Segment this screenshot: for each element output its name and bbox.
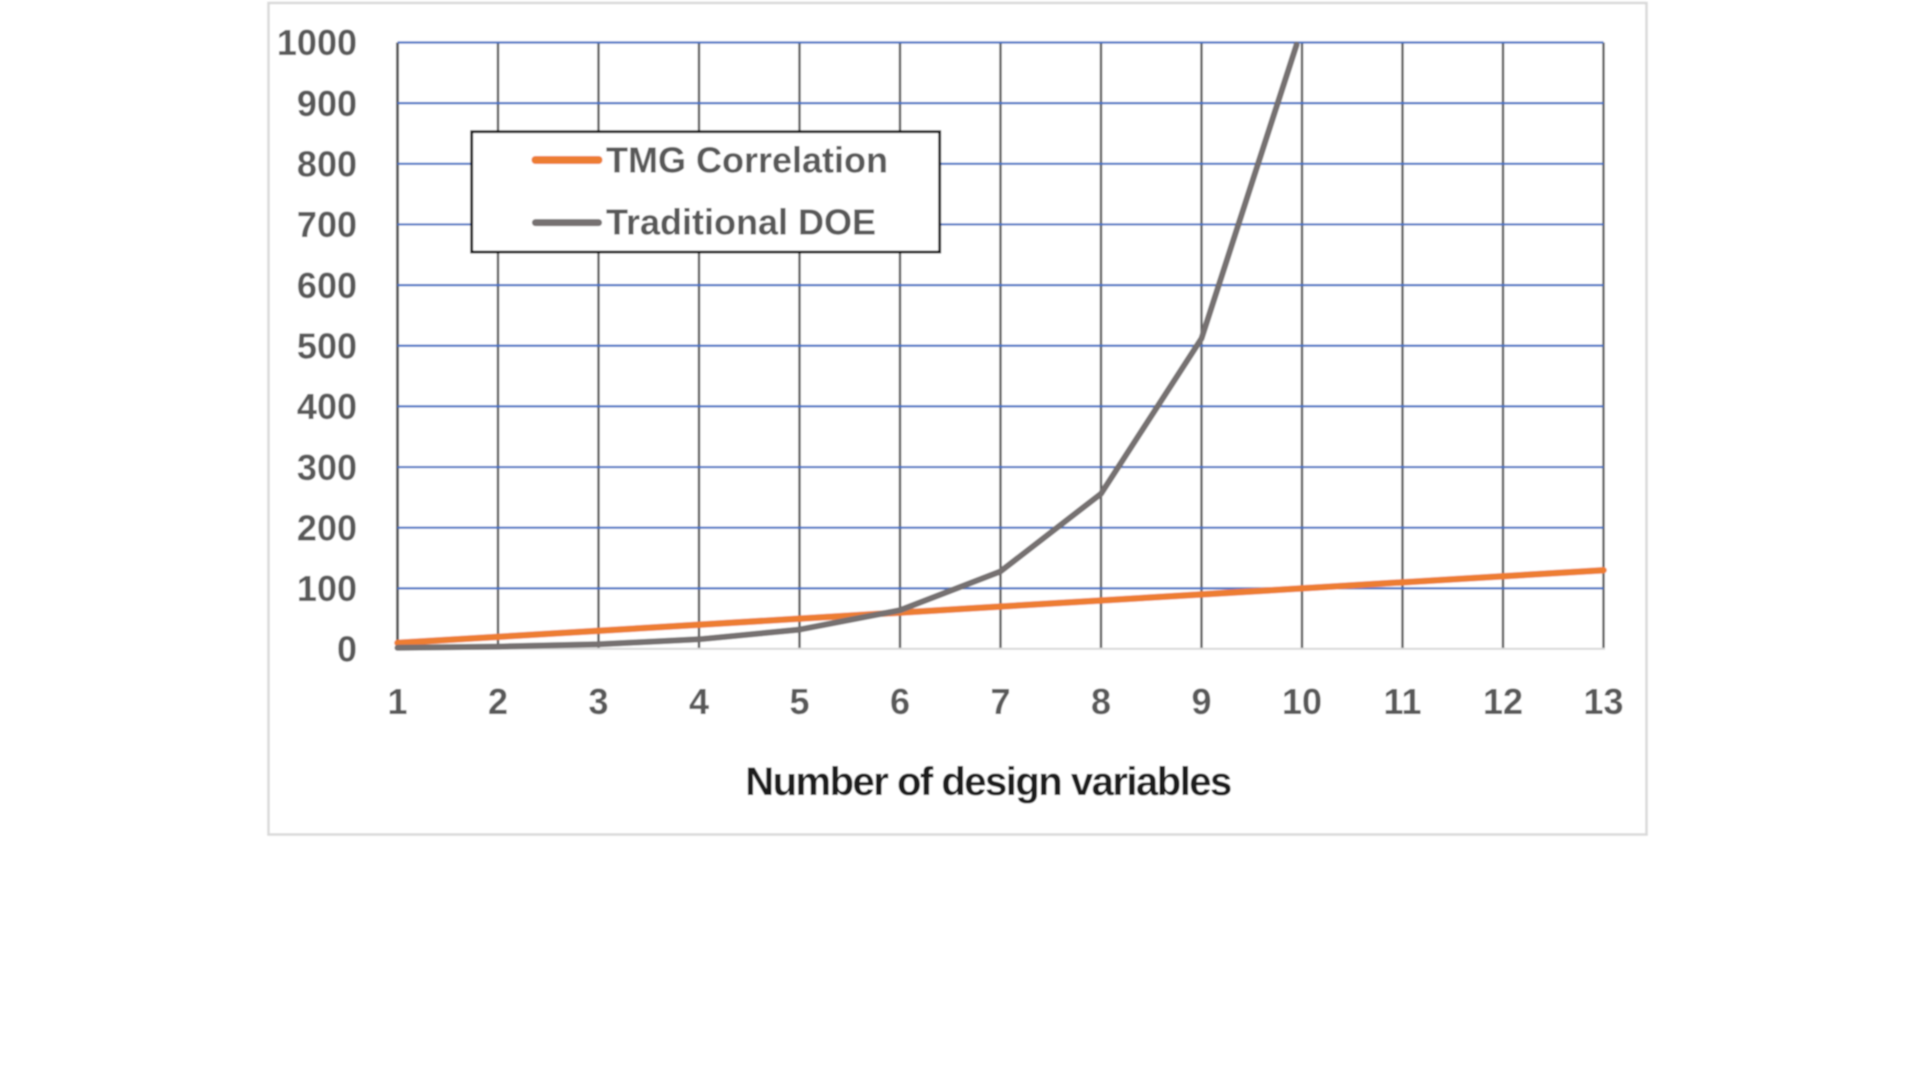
svg-text:2: 2	[488, 681, 508, 722]
svg-text:1: 1	[387, 681, 407, 722]
svg-text:12: 12	[1483, 681, 1523, 722]
svg-text:4: 4	[689, 681, 709, 722]
svg-text:9: 9	[1191, 681, 1211, 722]
svg-text:10: 10	[1282, 681, 1322, 722]
svg-text:900: 900	[297, 83, 357, 124]
svg-text:5: 5	[789, 681, 809, 722]
svg-text:0: 0	[337, 629, 357, 670]
svg-text:6: 6	[890, 681, 910, 722]
svg-text:Number of design variables: Number of design variables	[745, 760, 1231, 804]
svg-text:200: 200	[297, 507, 357, 548]
svg-text:800: 800	[297, 144, 357, 185]
svg-text:13: 13	[1583, 681, 1623, 722]
svg-text:400: 400	[297, 386, 357, 427]
svg-text:1000: 1000	[277, 22, 357, 63]
svg-text:100: 100	[297, 568, 357, 609]
svg-text:3: 3	[588, 681, 608, 722]
svg-text:600: 600	[297, 265, 357, 306]
svg-text:500: 500	[297, 326, 357, 367]
svg-text:11: 11	[1383, 681, 1421, 722]
svg-text:300: 300	[297, 447, 357, 488]
svg-text:TMG Correlation: TMG Correlation	[606, 140, 888, 181]
svg-text:7: 7	[990, 681, 1010, 722]
svg-text:700: 700	[297, 204, 357, 245]
svg-text:8: 8	[1091, 681, 1111, 722]
svg-text:Traditional DOE: Traditional DOE	[606, 202, 876, 243]
